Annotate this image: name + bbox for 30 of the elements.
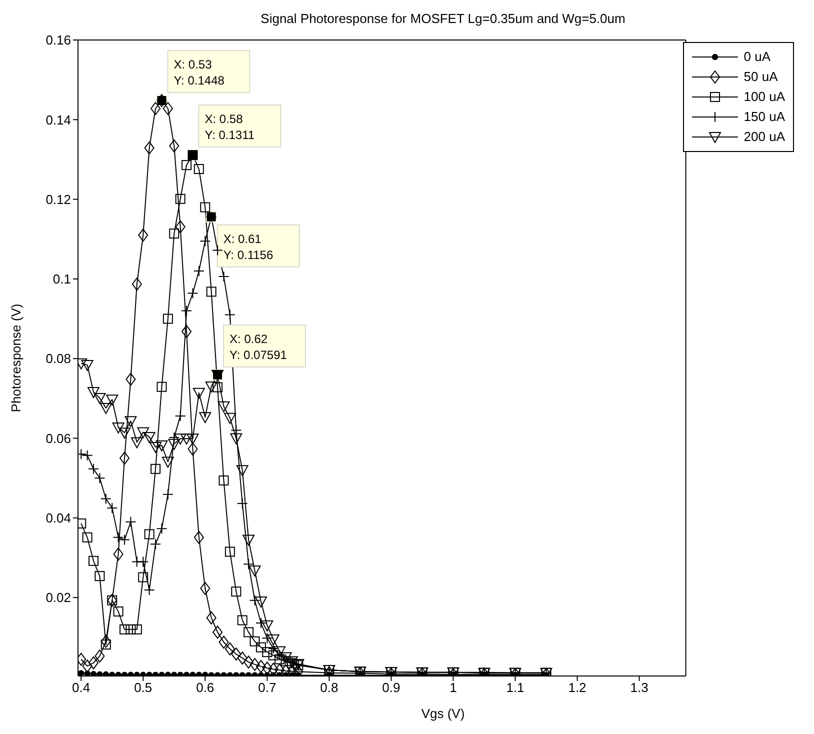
x-tick-label: 0.5: [134, 680, 152, 696]
y-tick-label: 0.16: [46, 32, 71, 48]
x-tick-label: 0.9: [382, 680, 400, 696]
x-tick-label: 1: [450, 680, 457, 696]
y-tick-label: 0.04: [46, 510, 71, 526]
y-tick-label: 0.06: [46, 430, 71, 446]
annotation: X: 0.53 Y: 0.1448: [174, 58, 225, 88]
y-tick-label: 0.1: [52, 272, 71, 287]
legend-label: 150 uA: [744, 108, 785, 126]
y-axis-title: Photoresponse (V): [8, 304, 24, 412]
x-tick-label: 1.1: [506, 680, 524, 696]
x-axis-title: Vgs (V): [420, 705, 466, 723]
x-tick-label: 0.8: [320, 680, 338, 696]
annotation: X: 0.61 Y: 0.1156: [223, 232, 274, 262]
chart-title: Signal Photoresponse for MOSFET Lg=0.35um and Wg=5.0um: [260, 10, 626, 28]
x-tick-label: 1.3: [630, 680, 648, 696]
y-tick-label: 0.14: [46, 112, 71, 128]
annotation: X: 0.62 Y: 0.07591: [230, 332, 288, 362]
legend-label: 0 uA: [744, 48, 771, 66]
x-tick-label: 0.6: [196, 680, 214, 696]
legend-label: 200 uA: [744, 128, 785, 146]
y-tick-label: 0.08: [46, 351, 71, 366]
y-tick-label: 0.12: [46, 192, 71, 207]
x-tick-label: 1.2: [568, 680, 586, 696]
legend-label: 100 uA: [744, 88, 785, 106]
y-tick-label: 0.02: [46, 590, 71, 606]
legend-label: 50 uA: [744, 68, 778, 86]
annotation: X: 0.58 Y: 0.1311: [204, 112, 255, 142]
x-tick-label: 0.4: [72, 680, 90, 696]
x-tick-label: 0.7: [258, 680, 276, 696]
